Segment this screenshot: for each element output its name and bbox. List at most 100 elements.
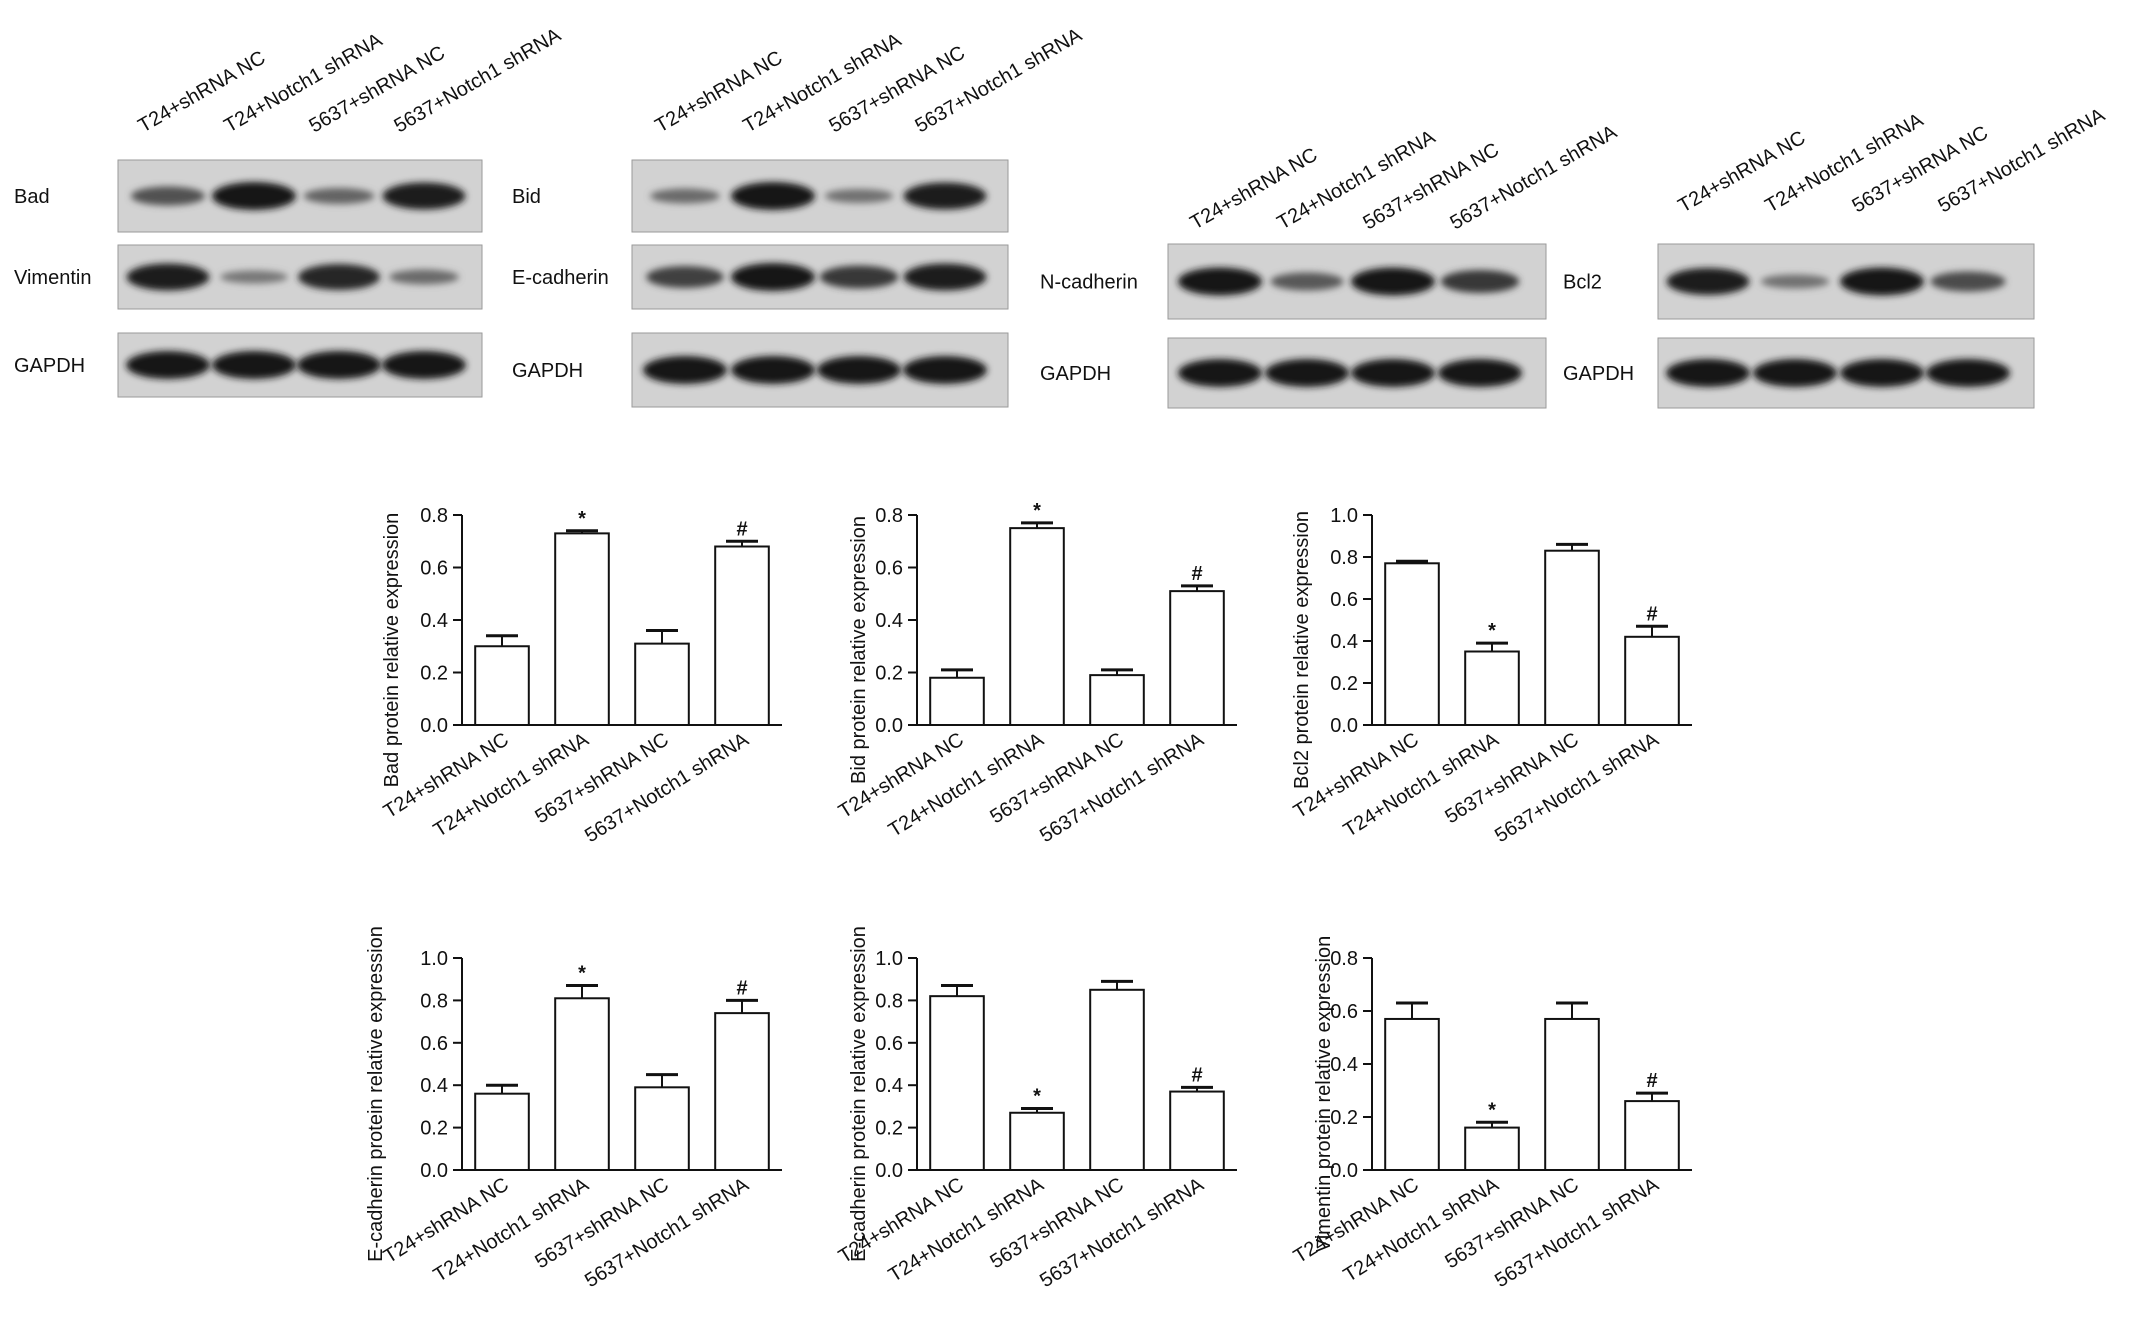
bar (1009, 1111, 1065, 1172)
y-tick-label: 0.0 (420, 1160, 448, 1182)
blot-band (1753, 359, 1837, 387)
blot-band (731, 263, 815, 291)
blot-band (1351, 267, 1435, 296)
blot-band (1265, 359, 1349, 387)
blot-band (1926, 359, 2010, 387)
y-tick-label: 0.4 (1330, 631, 1358, 653)
significance-hash: # (736, 977, 747, 999)
significance-star: * (1033, 500, 1041, 522)
y-tick-label: 0.8 (1330, 547, 1358, 569)
blot-band (1666, 359, 1750, 387)
blot-band (1440, 270, 1520, 293)
x-tick-label: 5637+shRNA NC (531, 1174, 672, 1274)
blot-band (1840, 267, 1924, 296)
y-tick-label: 0.6 (1330, 589, 1358, 611)
bar (1624, 635, 1680, 726)
y-tick-label: 0.0 (1330, 715, 1358, 737)
blot-band (731, 182, 815, 210)
blot-row: N-cadherin (1040, 243, 1547, 320)
blot-band (1666, 268, 1750, 295)
x-tick-label: T24+Notch1 shRNA (430, 1173, 594, 1287)
blot-band (389, 269, 459, 285)
blot-lane-label: 5637+Notch1 shRNA (1935, 104, 2110, 218)
y-tick-label: 0.8 (1330, 948, 1358, 970)
blot-band (303, 188, 375, 204)
blot-row: Bcl2 (1563, 243, 2035, 320)
significance-hash: # (1646, 603, 1657, 625)
y-tick-label: 0.6 (875, 1033, 903, 1055)
x-tick-label: T24+Notch1 shRNA (1340, 728, 1504, 842)
bar-chart-1: 0.0 0.2 0.4 0.6 0.8 Bad protein relative expr… (380, 505, 782, 847)
x-tick-label: T24+Notch1 shRNA (885, 728, 1049, 842)
significance-star: * (578, 508, 586, 530)
significance-star: * (1488, 620, 1496, 642)
blot-row: E-cadherin (512, 244, 1009, 310)
blot-band (297, 351, 381, 379)
blot-band (130, 186, 206, 206)
y-tick-label: 0.4 (1330, 1054, 1358, 1076)
blot-row-label: E-cadherin (512, 267, 609, 289)
y-tick-label: 0.4 (875, 1075, 903, 1097)
y-tick-label: 0.6 (420, 1033, 448, 1055)
blot-band (1178, 359, 1262, 387)
bar (474, 1092, 530, 1172)
blot-lane-label: T24+Notch1 shRNA (221, 29, 387, 138)
blot-row-label: N-cadherin (1040, 272, 1138, 294)
y-tick-label: 0.2 (1330, 1107, 1358, 1129)
bar (634, 1086, 690, 1171)
x-tick-label: 5637+shRNA NC (531, 729, 672, 829)
y-tick-label: 0.4 (420, 1075, 448, 1097)
blot-band (1840, 359, 1924, 387)
bar-chart-3: 0.0 0.2 0.4 0.6 0.8 1.0 Bcl2 protein relative … (1290, 505, 1692, 847)
blot-band (824, 189, 894, 203)
y-tick-label: 0.8 (420, 505, 448, 527)
bar (1169, 590, 1225, 726)
x-tick-label: T24+Notch1 shRNA (885, 1173, 1049, 1287)
blot-row: GAPDH (512, 332, 1009, 408)
bar (1464, 650, 1520, 726)
significance-star: * (1033, 1086, 1041, 1108)
bar (1624, 1100, 1680, 1171)
blot-lane-label: T24+Notch1 shRNA (740, 29, 906, 138)
blot-band (1438, 359, 1522, 387)
bar (1009, 527, 1065, 726)
y-tick-label: 0.0 (875, 1160, 903, 1182)
blot-lane-label: 5637+Notch1 shRNA (912, 24, 1087, 138)
blot-band (646, 266, 724, 288)
significance-star: * (578, 963, 586, 985)
blot-band (1178, 267, 1262, 296)
blot-row-label: Vimentin (14, 267, 91, 289)
blot-band (298, 264, 380, 290)
bar (929, 676, 985, 726)
y-tick-label: 0.4 (420, 610, 448, 632)
blot-lane-label: T24+Notch1 shRNA (1762, 109, 1928, 218)
bar-chart-4: 0.0 0.2 0.4 0.6 0.8 1.0 E-cadherin protein rel… (365, 926, 782, 1292)
blot-band (212, 351, 296, 379)
blot-band (126, 263, 210, 291)
bar (1384, 562, 1440, 726)
y-tick-label: 0.2 (875, 663, 903, 685)
blot-band (817, 356, 901, 384)
y-tick-label: 0.2 (1330, 673, 1358, 695)
blot-band (1760, 274, 1830, 289)
x-tick-label: T24+Notch1 shRNA (1340, 1173, 1504, 1287)
bar (929, 995, 985, 1171)
blot-lane-label: T24+Notch1 shRNA (1274, 126, 1440, 235)
blot-row-label: GAPDH (1040, 363, 1111, 385)
blot-row-label: Bad (14, 186, 50, 208)
y-tick-label: 0.0 (1330, 1160, 1358, 1182)
blot-band (1270, 272, 1344, 291)
blot-lane-label: 5637+Notch1 shRNA (391, 24, 566, 138)
y-tick-label: 0.2 (420, 1118, 448, 1140)
blot-row: Vimentin (14, 244, 483, 310)
blot-band (903, 263, 987, 291)
y-tick-label: 1.0 (875, 948, 903, 970)
y-tick-label: 1.0 (1330, 505, 1358, 527)
bar (1544, 549, 1600, 727)
blot-row: GAPDH (1563, 337, 2035, 409)
y-tick-label: 0.4 (875, 610, 903, 632)
